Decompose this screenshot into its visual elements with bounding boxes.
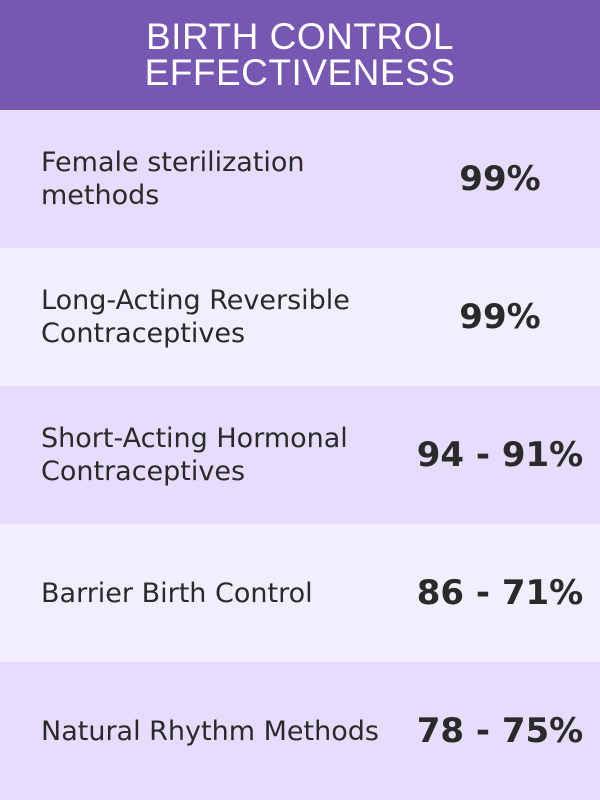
method-label: Natural Rhythm Methods bbox=[41, 715, 379, 747]
method-label: Barrier Birth Control bbox=[41, 577, 313, 609]
effectiveness-value: 86 - 71% bbox=[416, 573, 584, 613]
table-row: Natural Rhythm Methods 78 - 75% bbox=[0, 662, 600, 800]
effectiveness-table: Female sterilization methods 99% Long-Ac… bbox=[0, 110, 600, 800]
table-row: Female sterilization methods 99% bbox=[0, 110, 600, 248]
page-title: BIRTH CONTROL EFFECTIVENESS bbox=[144, 16, 456, 93]
method-label: Short-Acting Hormonal Contraceptives bbox=[41, 423, 348, 487]
effectiveness-value: 94 - 91% bbox=[416, 435, 584, 475]
effectiveness-value: 99% bbox=[459, 159, 541, 199]
effectiveness-value: 78 - 75% bbox=[416, 711, 584, 751]
header-banner: BIRTH CONTROL EFFECTIVENESS bbox=[0, 0, 600, 110]
effectiveness-value: 99% bbox=[459, 297, 541, 337]
method-label: Female sterilization methods bbox=[41, 147, 305, 211]
table-row: Long-Acting Reversible Contraceptives 99… bbox=[0, 248, 600, 386]
table-row: Barrier Birth Control 86 - 71% bbox=[0, 524, 600, 662]
method-label: Long-Acting Reversible Contraceptives bbox=[41, 285, 350, 349]
table-row: Short-Acting Hormonal Contraceptives 94 … bbox=[0, 386, 600, 524]
